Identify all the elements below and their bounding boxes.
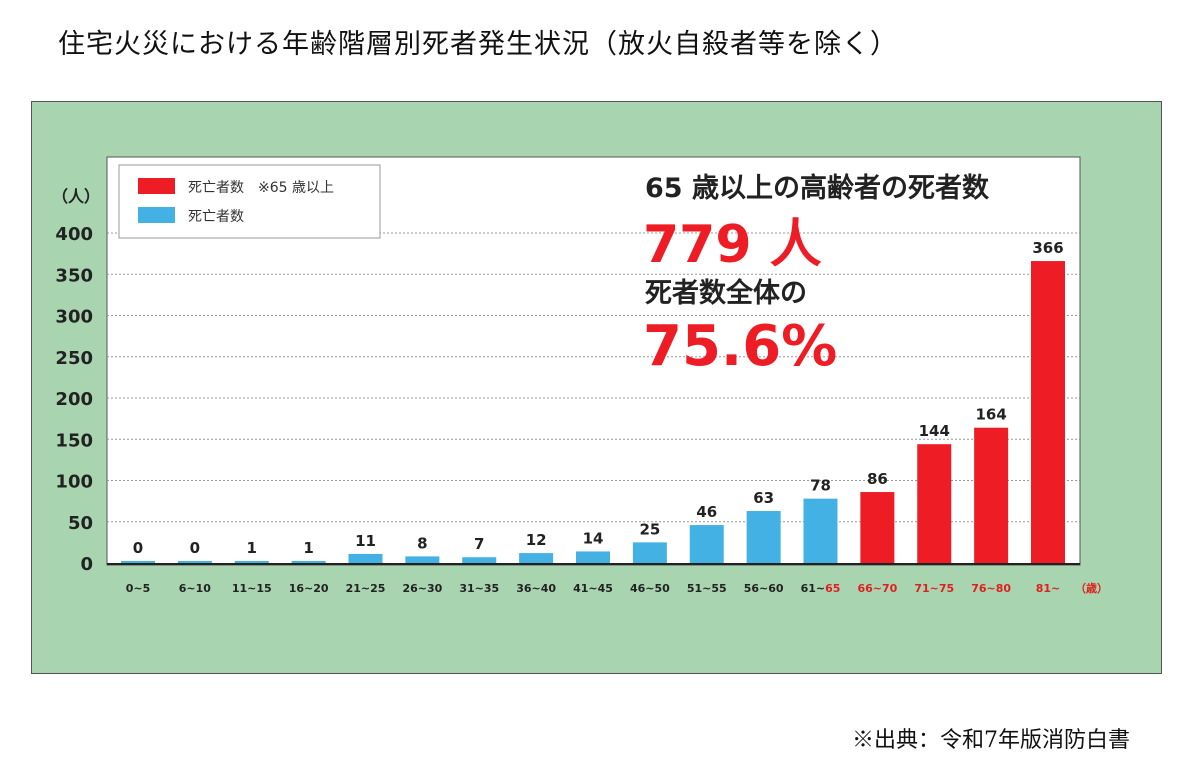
legend-label: 死亡者数 (188, 209, 244, 225)
x-tick-label: 76~80 (971, 582, 1011, 595)
x-tick-label: 11~15 (232, 582, 272, 595)
y-tick-label: 100 (55, 472, 93, 493)
x-tick-label: 0~5 (126, 582, 151, 595)
legend-swatch (138, 178, 175, 194)
x-tick-label: 66~70 (857, 582, 897, 595)
annotation-percent: 75.6% (643, 314, 837, 379)
source-note: ※出典：令和7年版消防白書 (852, 728, 1130, 753)
data-label: 1 (247, 539, 257, 557)
y-tick-label: 300 (55, 307, 93, 328)
x-tick-label: 31~35 (459, 582, 499, 595)
legend-box (118, 164, 381, 239)
bar (632, 542, 667, 563)
bar (576, 551, 610, 563)
y-tick-label: 200 (55, 389, 93, 410)
bar (746, 511, 781, 563)
x-tick-label: 46~50 (630, 582, 670, 595)
x-tick-label: 16~20 (289, 582, 329, 595)
y-tick-label: 50 (68, 513, 93, 534)
x-tick-label: 36~40 (516, 582, 556, 595)
bar (689, 525, 724, 563)
bar (348, 553, 383, 563)
bar (1031, 261, 1065, 563)
annotation-heading: 65 歳以上の高齢者の死者数 (645, 172, 990, 204)
data-label: 0 (133, 539, 143, 557)
x-tick-label: 71~75 (914, 582, 954, 595)
data-label: 86 (867, 470, 888, 488)
x-tick-label: 21~25 (346, 582, 386, 595)
bar (234, 561, 269, 563)
annotation-subheading: 死者数全体の (645, 277, 807, 309)
bar (462, 557, 497, 563)
data-label: 11 (355, 532, 376, 550)
x-tick-label: 51~55 (687, 582, 727, 595)
data-label: 144 (919, 422, 950, 440)
data-label: 78 (810, 477, 831, 495)
legend-label: 死亡者数 ※65 歳以上 (188, 180, 334, 196)
bar (860, 492, 895, 563)
y-tick-label: 250 (55, 348, 93, 369)
x-unit-label: （歳） (1075, 581, 1108, 595)
bar (177, 561, 212, 563)
bar (917, 444, 952, 563)
data-label: 7 (474, 535, 484, 553)
y-tick-label: 150 (55, 430, 93, 451)
data-label: 1 (303, 539, 313, 557)
data-label: 164 (975, 406, 1006, 424)
data-label: 0 (190, 539, 200, 557)
data-label: 366 (1032, 239, 1063, 257)
bar (405, 556, 440, 563)
bar (803, 498, 838, 563)
y-axis-label: （人） (52, 187, 100, 206)
x-tick-label: 56~60 (744, 582, 784, 595)
annotation-count: 779 人 (643, 215, 822, 275)
x-tick-label: 61~65 (801, 582, 841, 595)
data-label: 63 (753, 489, 774, 507)
x-tick-label: 26~30 (402, 582, 442, 595)
bar (121, 561, 155, 563)
page-title: 住宅火災における年齢階層別死者発生状況（放火自殺者等を除く） (58, 29, 898, 60)
legend-swatch (138, 207, 175, 223)
y-tick-label: 0 (80, 554, 93, 575)
data-label: 14 (583, 529, 604, 547)
data-label: 8 (417, 534, 427, 552)
y-tick-label: 400 (55, 224, 93, 245)
x-tick-label: 41~45 (573, 582, 613, 595)
x-tick-label: 6~10 (179, 582, 212, 595)
data-label: 12 (526, 531, 547, 549)
bar (974, 427, 1009, 563)
y-tick-label: 350 (55, 265, 93, 286)
data-label: 46 (696, 503, 717, 521)
x-tick-label: 81~ (1036, 582, 1061, 595)
bar (519, 553, 554, 563)
bar (291, 561, 326, 563)
data-label: 25 (639, 520, 660, 538)
